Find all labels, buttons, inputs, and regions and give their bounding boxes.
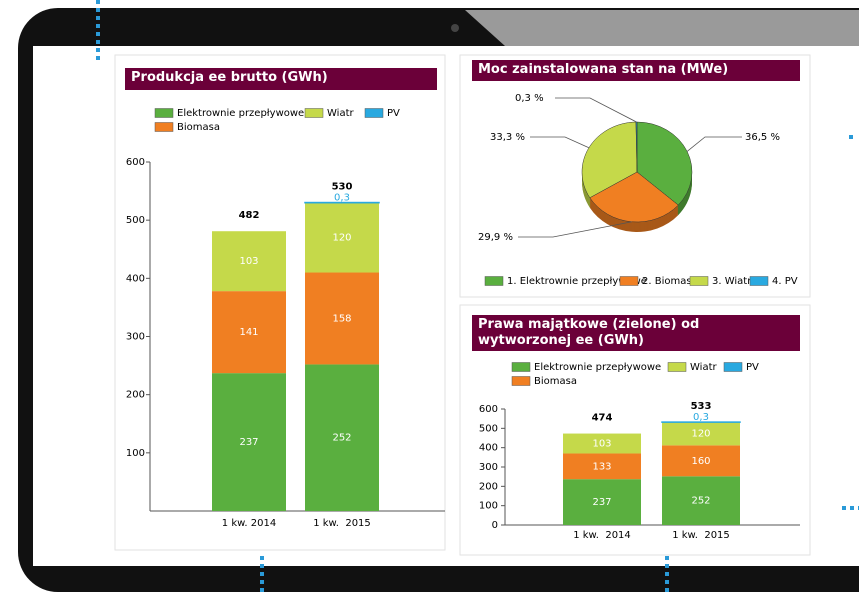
- frame-shade: [465, 10, 859, 46]
- legend-swatch: [365, 109, 383, 118]
- y-tick-label: 200: [126, 390, 145, 401]
- y-tick-label: 100: [126, 448, 145, 459]
- legend-label: Elektrownie przepływowe: [534, 362, 661, 373]
- total-label: 533: [691, 401, 712, 412]
- data-label: 33,3 %: [490, 132, 525, 143]
- y-tick-label: 300: [479, 462, 498, 473]
- x-tick-label: 1 kw. 2015: [313, 518, 371, 529]
- legend-label: Biomasa: [177, 122, 220, 133]
- camera: [451, 24, 459, 32]
- y-tick-label: 600: [126, 157, 145, 168]
- total-label: 530: [332, 182, 353, 193]
- y-tick-label: 0: [492, 520, 498, 531]
- data-label: 120: [691, 429, 710, 440]
- data-label: 29,9 %: [478, 232, 513, 243]
- legend-swatch: [512, 377, 530, 386]
- legend-swatch: [750, 277, 768, 286]
- legend-swatch: [620, 277, 638, 286]
- x-tick-label: 1 kw. 2014: [222, 518, 276, 529]
- total-label: 482: [239, 210, 260, 221]
- x-tick-label: 1 kw. 2014: [573, 530, 631, 541]
- legend-label: Wiatr: [690, 362, 717, 373]
- legend-label: PV: [746, 362, 759, 373]
- data-label: 133: [592, 461, 611, 472]
- data-label: 141: [239, 327, 258, 338]
- y-tick-label: 500: [479, 423, 498, 434]
- legend-swatch: [485, 277, 503, 286]
- data-label: 103: [592, 439, 611, 450]
- legend-swatch: [690, 277, 708, 286]
- data-label: 103: [239, 256, 258, 267]
- data-label: 0,3 %: [515, 93, 544, 104]
- legend-label: Wiatr: [327, 108, 354, 119]
- data-label: 252: [332, 433, 351, 444]
- data-label: 252: [691, 496, 710, 507]
- legend-swatch: [512, 363, 530, 372]
- y-tick-label: 100: [479, 501, 498, 512]
- chart-title: Prawa majątkowe (zielone) od wytworzonej…: [472, 315, 800, 351]
- y-tick-label: 400: [126, 273, 145, 284]
- data-label: 36,5 %: [745, 132, 780, 143]
- legend-swatch: [305, 109, 323, 118]
- chart-title: Moc zainstalowana stan na (MWe): [472, 60, 800, 81]
- legend-label: Elektrownie przepływowe: [177, 108, 304, 119]
- data-label: 158: [332, 313, 351, 324]
- x-tick-label: 1 kw. 2015: [672, 530, 730, 541]
- data-label: 0,3: [334, 193, 350, 204]
- legend-label: 3. Wiatr: [712, 276, 752, 287]
- data-label: 160: [691, 456, 710, 467]
- total-label: 474: [592, 413, 613, 424]
- data-label: 237: [239, 437, 258, 448]
- page: 100 200 300 400 500 600 Elektrownie przepływow…: [0, 0, 859, 593]
- legend-label: Biomasa: [534, 376, 577, 387]
- y-tick-label: 500: [126, 215, 145, 226]
- chart-title: Produkcja ee brutto (GWh): [125, 68, 437, 90]
- legend-swatch: [668, 363, 686, 372]
- y-tick-label: 400: [479, 443, 498, 454]
- data-label: 237: [592, 497, 611, 508]
- data-label: 120: [332, 233, 351, 244]
- legend-label: PV: [387, 108, 400, 119]
- legend-label: 2. Biomasa: [642, 276, 698, 287]
- legend-swatch: [155, 109, 173, 118]
- y-tick-label: 600: [479, 404, 498, 415]
- y-tick-label: 200: [479, 481, 498, 492]
- y-tick-label: 300: [126, 332, 145, 343]
- legend-label: 4. PV: [772, 276, 798, 287]
- legend-swatch: [724, 363, 742, 372]
- data-label: 0,3: [693, 412, 709, 423]
- legend-swatch: [155, 123, 173, 132]
